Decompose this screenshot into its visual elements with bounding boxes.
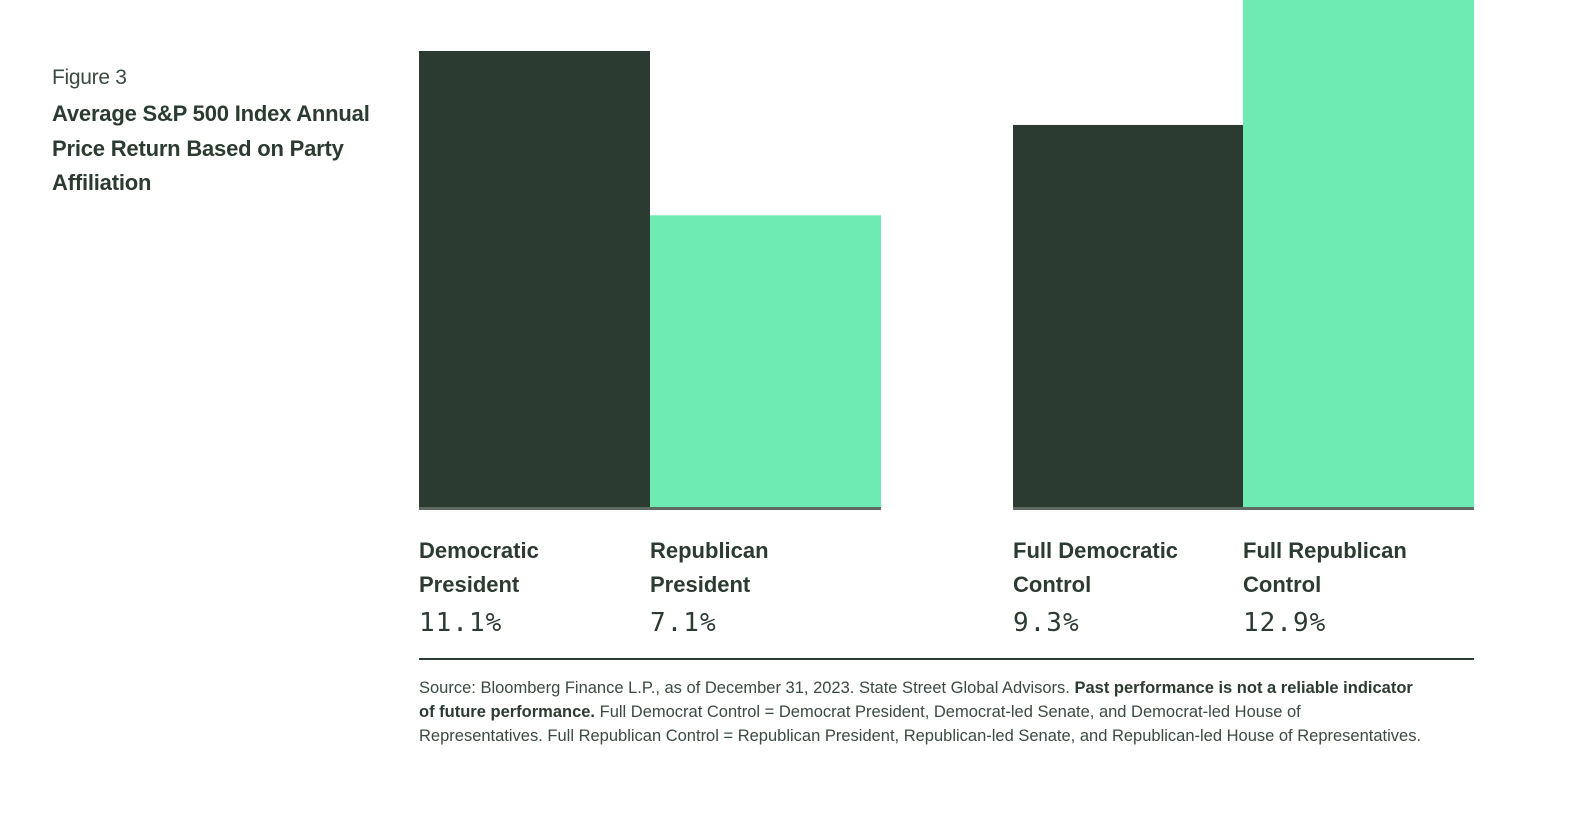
source-disclaimer: Past performance is not a reliable indic… [419,679,1413,721]
value-label-democratic-president: 11.1% [419,608,503,638]
source-divider [419,658,1474,660]
category-label-republican-president: Republican President [650,534,870,601]
category-label-line2: President [419,571,520,597]
category-label-line1: Democratic [419,538,539,563]
category-label-full-republican-control: Full Republican Control [1243,534,1463,601]
bar-full-democratic-control [1013,124,1244,507]
category-label-full-democratic-control: Full Democratic Control [1013,534,1233,601]
bar-full-republican-control [1243,0,1474,507]
category-label-line2: Control [1013,571,1092,597]
value-label-full-republican-control: 12.9% [1243,608,1327,638]
figure-label: Figure 3 [52,66,127,89]
category-label-line1: Full Democratic [1013,538,1179,563]
bar-democratic-president [419,51,650,507]
value-label-republican-president: 7.1% [650,608,717,638]
source-prefix: Source: Bloomberg Finance L.P., as of De… [419,679,1075,697]
figure-title: Average S&P 500 Index Annual Price Retur… [52,101,370,195]
source-note: Source: Bloomberg Finance L.P., as of De… [419,676,1429,748]
category-label-line2: Control [1243,571,1322,597]
value-label-full-democratic-control: 9.3% [1013,608,1080,638]
source-suffix: Full Democrat Control = Democrat Preside… [419,703,1422,745]
category-label-line1: Full Republican [1243,538,1407,563]
bar-republican-president [650,215,881,507]
category-label-line1: Republican [650,538,769,563]
category-label-line2: President [650,571,751,597]
category-label-democratic-president: Democratic President [419,534,639,601]
